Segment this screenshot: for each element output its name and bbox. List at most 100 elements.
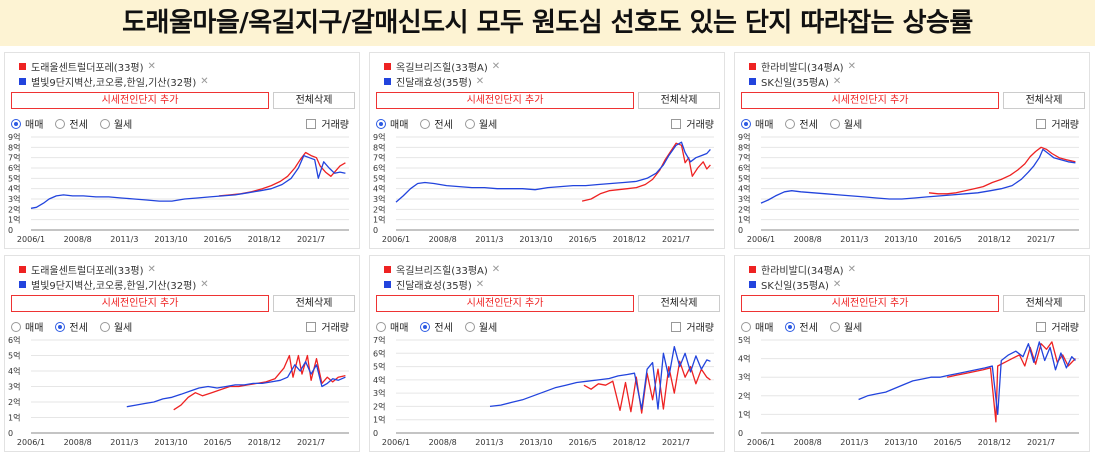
radio-dot-icon[interactable]	[11, 321, 21, 332]
remove-complex-icon[interactable]: ✕	[200, 279, 209, 290]
x-tick-label: 2018/12	[248, 235, 281, 244]
legend-item: 도래울센트럴더포레(33평) ✕	[19, 59, 353, 74]
trade-type-radio[interactable]: 전세	[55, 116, 88, 131]
x-tick-label: 2008/8	[429, 235, 457, 244]
remove-complex-icon[interactable]: ✕	[832, 76, 842, 87]
add-complex-button[interactable]: 시세전인단지 추가	[376, 295, 634, 312]
trade-type-radio[interactable]: 매매	[741, 319, 773, 334]
trade-type-radio[interactable]: 전세	[785, 319, 818, 334]
y-tick-label: 8억	[738, 142, 750, 152]
trade-type-radio[interactable]: 월세	[464, 319, 497, 334]
radio-dot-icon[interactable]	[55, 118, 66, 129]
volume-checkbox[interactable]	[1036, 118, 1047, 129]
legend-swatch	[384, 78, 391, 85]
add-complex-button[interactable]: 시세전인단지 추가	[741, 92, 999, 109]
radio-label: 월세	[113, 120, 133, 131]
y-tick-label: 1억	[738, 215, 750, 225]
remove-complex-icon[interactable]: ✕	[832, 279, 842, 290]
trade-type-radio[interactable]: 전세	[420, 116, 453, 131]
delete-all-button[interactable]: 전체삭제	[1003, 92, 1085, 109]
radio-dot-icon[interactable]	[464, 321, 475, 332]
price-chart: 0 1억 2억 3억 4억 5억 6억 2006/1 2008/8 2011/3 2013/10 20…	[8, 335, 349, 447]
remove-complex-icon[interactable]: ✕	[491, 61, 501, 72]
radio-dot-icon[interactable]	[376, 321, 386, 332]
trade-type-radio[interactable]: 월세	[829, 319, 862, 334]
legend-swatch	[19, 281, 26, 288]
volume-toggle[interactable]: 거래량	[306, 319, 349, 334]
series-line-blue	[760, 148, 1076, 204]
remove-complex-icon[interactable]: ✕	[475, 76, 485, 87]
remove-complex-icon[interactable]: ✕	[475, 279, 485, 290]
price-chart: 0 1억 2억 3억 4억 5억 2006/1 2008/8 2011/3 2013/10 2016…	[738, 335, 1079, 447]
trade-type-radio[interactable]: 월세	[464, 116, 497, 131]
volume-label: 거래량	[686, 323, 714, 334]
trade-type-radio[interactable]: 매매	[11, 319, 43, 334]
radio-dot-icon[interactable]	[464, 118, 475, 129]
trade-type-radio[interactable]: 매매	[376, 319, 408, 334]
radio-dot-icon[interactable]	[99, 118, 110, 129]
trade-type-radio[interactable]: 전세	[420, 319, 453, 334]
radio-dot-icon[interactable]	[376, 118, 386, 129]
volume-checkbox[interactable]	[306, 118, 317, 129]
remove-complex-icon[interactable]: ✕	[847, 264, 856, 275]
volume-toggle[interactable]: 거래량	[671, 116, 714, 131]
legend: 한라비발디(34평A) ✕ SK신일(35평A) ✕	[749, 59, 1083, 89]
add-complex-button[interactable]: 시세전인단지 추가	[741, 295, 999, 312]
radio-dot-icon[interactable]	[99, 321, 110, 332]
radio-dot-icon[interactable]	[420, 118, 431, 129]
y-tick-label: 4억	[738, 184, 750, 194]
x-tick-label: 2018/12	[978, 235, 1011, 244]
radio-dot-icon[interactable]	[829, 321, 840, 332]
series-line-red	[173, 354, 346, 411]
y-tick-label: 8억	[8, 142, 20, 152]
delete-all-button[interactable]: 전체삭제	[638, 92, 720, 109]
add-complex-button[interactable]: 시세전인단지 추가	[11, 92, 269, 109]
volume-checkbox[interactable]	[671, 118, 682, 129]
remove-complex-icon[interactable]: ✕	[147, 61, 156, 72]
radio-dot-icon[interactable]	[420, 321, 431, 332]
add-complex-button[interactable]: 시세전인단지 추가	[376, 92, 634, 109]
radio-dot-icon[interactable]	[741, 321, 751, 332]
trade-type-radio[interactable]: 전세	[55, 319, 88, 334]
radio-dot-icon[interactable]	[829, 118, 840, 129]
trade-type-radio[interactable]: 월세	[99, 116, 133, 131]
trade-type-radio[interactable]: 월세	[99, 319, 132, 334]
remove-complex-icon[interactable]: ✕	[491, 264, 501, 275]
delete-all-button[interactable]: 전체삭제	[1003, 295, 1085, 312]
radio-label: 전세	[69, 323, 88, 334]
add-complex-button[interactable]: 시세전인단지 추가	[11, 295, 269, 312]
remove-complex-icon[interactable]: ✕	[147, 264, 156, 275]
trade-type-radio[interactable]: 전세	[785, 116, 818, 131]
legend-item: SK신일(35평A) ✕	[749, 74, 1083, 89]
radio-dot-icon[interactable]	[785, 118, 796, 129]
trade-type-radio[interactable]: 월세	[829, 116, 862, 131]
volume-toggle[interactable]: 거래량	[306, 116, 349, 131]
series-line-red	[583, 360, 711, 414]
volume-checkbox[interactable]	[671, 321, 682, 332]
volume-toggle[interactable]: 거래량	[1036, 319, 1079, 334]
trade-type-radio[interactable]: 매매	[11, 116, 43, 131]
trade-type-radio[interactable]: 매매	[376, 116, 408, 131]
y-tick-label: 0	[738, 429, 743, 438]
y-tick-label: 4억	[738, 354, 750, 364]
radio-dot-icon[interactable]	[741, 118, 751, 129]
volume-toggle[interactable]: 거래량	[671, 319, 714, 334]
y-tick-label: 5억	[738, 173, 750, 183]
remove-complex-icon[interactable]: ✕	[847, 61, 856, 72]
radio-dot-icon[interactable]	[55, 321, 66, 332]
volume-toggle[interactable]: 거래량	[1036, 116, 1079, 131]
delete-all-button[interactable]: 전체삭제	[638, 295, 720, 312]
volume-checkbox[interactable]	[1036, 321, 1047, 332]
y-tick-label: 4억	[8, 366, 20, 376]
delete-all-button[interactable]: 전체삭제	[273, 295, 355, 312]
radio-dot-icon[interactable]	[785, 321, 796, 332]
volume-checkbox[interactable]	[306, 321, 317, 332]
radio-dot-icon[interactable]	[11, 118, 21, 129]
trade-type-radio[interactable]: 매매	[741, 116, 773, 131]
legend-item: 진달래효성(35평) ✕	[384, 74, 718, 89]
delete-all-button[interactable]: 전체삭제	[273, 92, 355, 109]
y-tick-label: 1억	[373, 215, 385, 225]
remove-complex-icon[interactable]: ✕	[200, 76, 209, 87]
x-tick-label: 2018/12	[613, 235, 646, 244]
x-tick-label: 2018/12	[248, 438, 281, 447]
